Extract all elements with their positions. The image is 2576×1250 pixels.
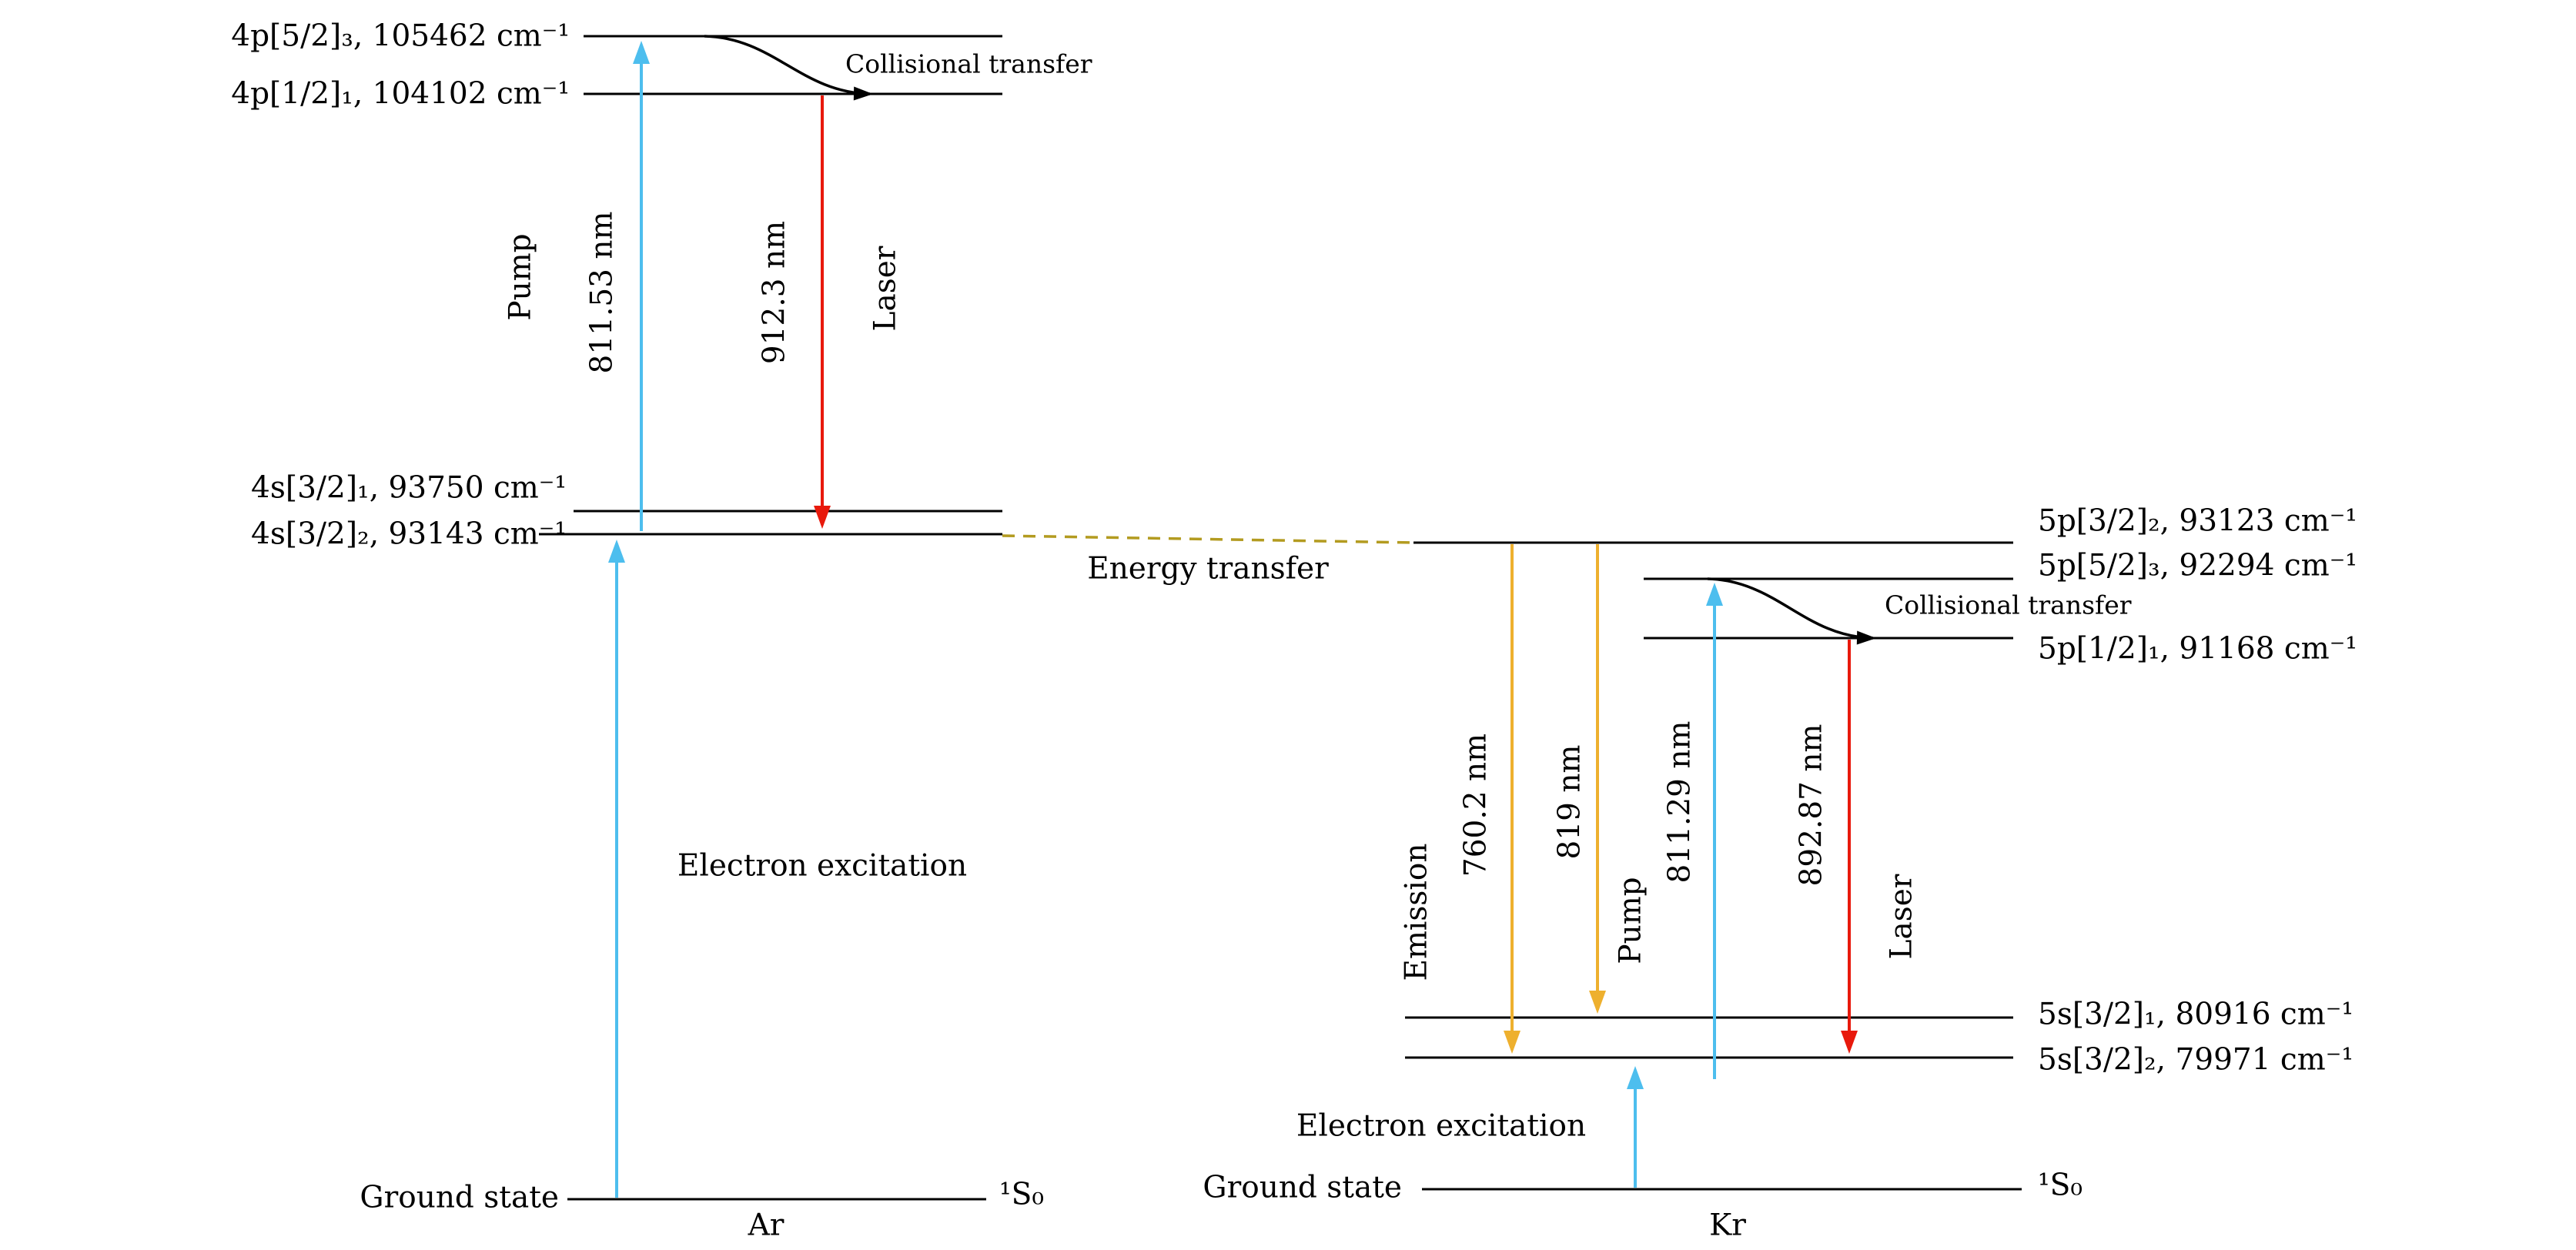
kr-pump-label: Pump: [1613, 877, 1648, 964]
kr-emission-wavelength-819-label: 819 nm: [1552, 744, 1587, 860]
ar-collisional-transfer-label: Collisional transfer: [845, 48, 1092, 79]
energy-transfer-label: Energy transfer: [1087, 551, 1329, 587]
kr-level-5p53-label: 5p[5/2]₃, 92294 cm⁻¹: [2038, 548, 2357, 583]
kr-level-5s1-label: 5s[3/2]₁, 80916 cm⁻¹: [2038, 997, 2354, 1032]
kr-laser-label: Laser: [1884, 874, 1919, 960]
kr-electron-excitation-label: Electron excitation: [1296, 1108, 1587, 1144]
ar-ground-term-label: ¹S₀: [999, 1177, 1044, 1212]
ar-level-4p12-label: 4p[1/2]₁, 104102 cm⁻¹: [231, 76, 570, 112]
kr-emission-label: Emission: [1399, 843, 1434, 981]
kr-level-5p32-label: 5p[3/2]₂, 93123 cm⁻¹: [2038, 503, 2357, 539]
ar-laser-label: Laser: [868, 246, 903, 332]
kr-laser-wavelength-label: 892.87 nm: [1794, 724, 1829, 887]
kr-collisional-transfer-label: Collisional transfer: [1885, 590, 2132, 620]
kr-level-5p12-label: 5p[1/2]₁, 91168 cm⁻¹: [2038, 631, 2357, 667]
ar-pump-wavelength-label: 811.53 nm: [584, 211, 620, 374]
kr-emission-wavelength-760-label: 760.2 nm: [1458, 733, 1494, 877]
ar-ground-state-label: Ground state: [360, 1180, 559, 1215]
kr-pump-wavelength-label: 811.29 nm: [1662, 720, 1698, 884]
ar-pump-label: Pump: [503, 233, 538, 321]
kr-ground-state-label: Ground state: [1203, 1170, 1402, 1205]
energy-transfer-line: [1002, 534, 1414, 544]
ar-level-4p52-label: 4p[5/2]₃, 105462 cm⁻¹: [231, 18, 570, 54]
kr-level-5s2-label: 5s[3/2]₂, 79971 cm⁻¹: [2038, 1042, 2354, 1078]
ar-level-4s1-label: 4s[3/2]₁, 93750 cm⁻¹: [251, 470, 567, 506]
ar-electron-excitation-label: Electron excitation: [677, 848, 968, 884]
ar-level-4s2-label: 4s[3/2]₂, 93143 cm⁻¹: [251, 516, 567, 552]
kr-element-label: Kr: [1709, 1208, 1746, 1243]
kr-collisional-transfer-curve: [1707, 577, 1876, 645]
ar-laser-wavelength-label: 912.3 nm: [757, 220, 792, 365]
kr-ground-term-label: ¹S₀: [2038, 1168, 2083, 1203]
ar-collisional-transfer-curve: [704, 35, 873, 101]
ar-element-label: Ar: [748, 1208, 785, 1243]
